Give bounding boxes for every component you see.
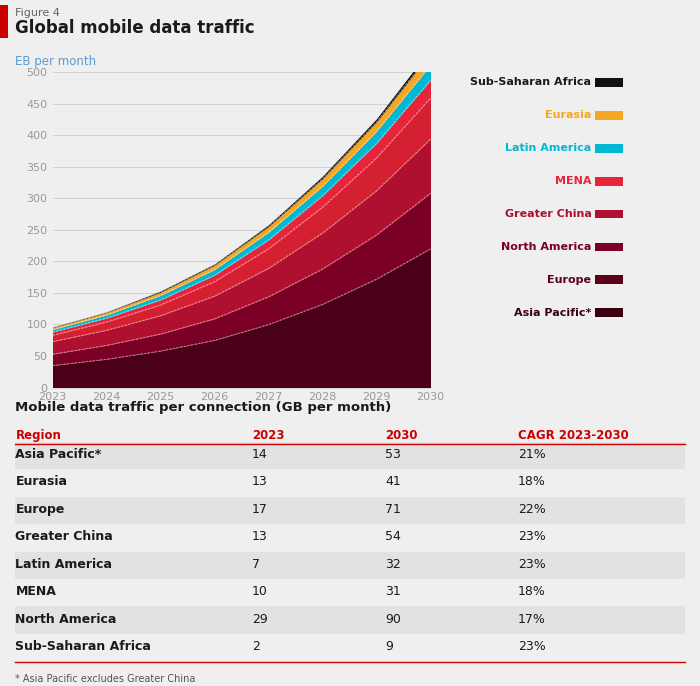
Text: 10: 10: [252, 585, 268, 598]
Text: 41: 41: [385, 475, 401, 488]
Text: * Asia Pacific excludes Greater China: * Asia Pacific excludes Greater China: [15, 674, 196, 685]
Text: 14: 14: [252, 448, 267, 461]
Text: CAGR 2023-2030: CAGR 2023-2030: [518, 429, 629, 442]
Text: Eurasia: Eurasia: [15, 475, 67, 488]
Text: MENA: MENA: [15, 585, 56, 598]
Text: 32: 32: [385, 558, 401, 571]
Text: 18%: 18%: [518, 585, 546, 598]
Text: 9: 9: [385, 640, 393, 653]
Text: Eurasia: Eurasia: [545, 110, 592, 120]
Text: 31: 31: [385, 585, 401, 598]
Text: Mobile data traffic per connection (GB per month): Mobile data traffic per connection (GB p…: [15, 401, 392, 414]
Text: Latin America: Latin America: [15, 558, 113, 571]
Text: 54: 54: [385, 530, 401, 543]
Text: Figure 4: Figure 4: [15, 8, 60, 19]
Text: Latin America: Latin America: [505, 143, 592, 153]
Text: Global mobile data traffic: Global mobile data traffic: [15, 19, 255, 37]
Text: 71: 71: [385, 503, 401, 516]
Text: 17: 17: [252, 503, 268, 516]
Text: 13: 13: [252, 530, 267, 543]
Text: Sub-Saharan Africa: Sub-Saharan Africa: [470, 78, 592, 87]
Text: MENA: MENA: [555, 176, 592, 186]
Text: 7: 7: [252, 558, 260, 571]
Text: 13: 13: [252, 475, 267, 488]
Text: Europe: Europe: [15, 503, 65, 516]
Text: Asia Pacific*: Asia Pacific*: [514, 308, 592, 318]
Text: 23%: 23%: [518, 640, 546, 653]
Text: 21%: 21%: [518, 448, 546, 461]
Text: Sub-Saharan Africa: Sub-Saharan Africa: [15, 640, 151, 653]
Text: Asia Pacific*: Asia Pacific*: [15, 448, 102, 461]
Text: 17%: 17%: [518, 613, 546, 626]
Text: Greater China: Greater China: [505, 209, 592, 219]
Text: Europe: Europe: [547, 275, 591, 285]
Text: 23%: 23%: [518, 530, 546, 543]
Text: 23%: 23%: [518, 558, 546, 571]
Text: 2: 2: [252, 640, 260, 653]
Text: Greater China: Greater China: [15, 530, 113, 543]
Text: North America: North America: [15, 613, 117, 626]
Text: 22%: 22%: [518, 503, 546, 516]
Text: 29: 29: [252, 613, 267, 626]
Text: 2023: 2023: [252, 429, 284, 442]
Text: North America: North America: [501, 242, 592, 252]
Text: EB per month: EB per month: [15, 55, 97, 68]
Text: Region: Region: [15, 429, 62, 442]
Text: 2030: 2030: [385, 429, 417, 442]
Text: 90: 90: [385, 613, 401, 626]
Text: 53: 53: [385, 448, 401, 461]
Text: 18%: 18%: [518, 475, 546, 488]
